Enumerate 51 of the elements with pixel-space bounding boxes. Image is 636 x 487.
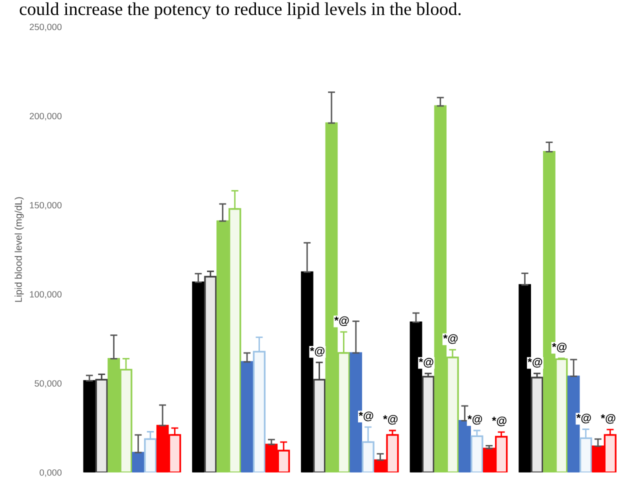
data-label: *@ bbox=[334, 316, 349, 326]
y-tick-label: 50,000 bbox=[34, 380, 62, 388]
bar bbox=[374, 459, 386, 472]
y-axis-title: Lipid blood level (mg/dL) bbox=[14, 197, 24, 302]
bar bbox=[120, 368, 132, 472]
bar bbox=[168, 434, 182, 472]
bar bbox=[470, 435, 484, 472]
bar bbox=[108, 358, 120, 472]
bar bbox=[252, 350, 266, 472]
bar bbox=[240, 361, 254, 472]
data-label: *@ bbox=[528, 358, 542, 368]
data-label: *@ bbox=[576, 414, 591, 424]
bar bbox=[422, 376, 434, 472]
bar bbox=[446, 356, 459, 472]
bar bbox=[228, 208, 242, 472]
bar bbox=[192, 282, 204, 472]
data-label: *@ bbox=[468, 414, 482, 425]
bar bbox=[313, 378, 326, 472]
bar bbox=[265, 444, 278, 472]
y-tick-label: 0,000 bbox=[40, 469, 62, 477]
bar bbox=[530, 376, 544, 472]
data-label: *@ bbox=[600, 414, 616, 424]
bar bbox=[579, 437, 592, 472]
bar bbox=[132, 452, 144, 472]
data-label: *@ bbox=[383, 414, 398, 425]
data-label: *@ bbox=[552, 342, 567, 352]
data-label: *@ bbox=[443, 334, 458, 344]
data-label: *@ bbox=[418, 358, 434, 368]
bar bbox=[156, 424, 169, 472]
data-label: *@ bbox=[492, 416, 506, 426]
bar bbox=[83, 380, 96, 472]
y-tick-label: 250,000 bbox=[30, 24, 62, 32]
bar bbox=[495, 436, 508, 472]
y-tick-label: 200,000 bbox=[30, 112, 62, 120]
data-label: *@ bbox=[310, 346, 324, 357]
bar bbox=[555, 358, 568, 472]
bar bbox=[144, 438, 157, 472]
bar bbox=[482, 448, 496, 472]
bar bbox=[95, 378, 108, 472]
text: could increase the potency to reduce lipid levels in the blood. bbox=[20, 2, 461, 19]
data-label: *@ bbox=[358, 412, 374, 422]
bar bbox=[386, 434, 399, 472]
bar bbox=[337, 352, 350, 472]
bar bbox=[204, 276, 217, 472]
bar bbox=[592, 445, 604, 472]
bar bbox=[604, 434, 616, 472]
y-tick-label: 100,000 bbox=[30, 291, 62, 299]
bar bbox=[277, 450, 290, 472]
bar bbox=[216, 220, 229, 472]
y-tick-label: 150,000 bbox=[30, 202, 62, 210]
bar bbox=[362, 441, 374, 472]
